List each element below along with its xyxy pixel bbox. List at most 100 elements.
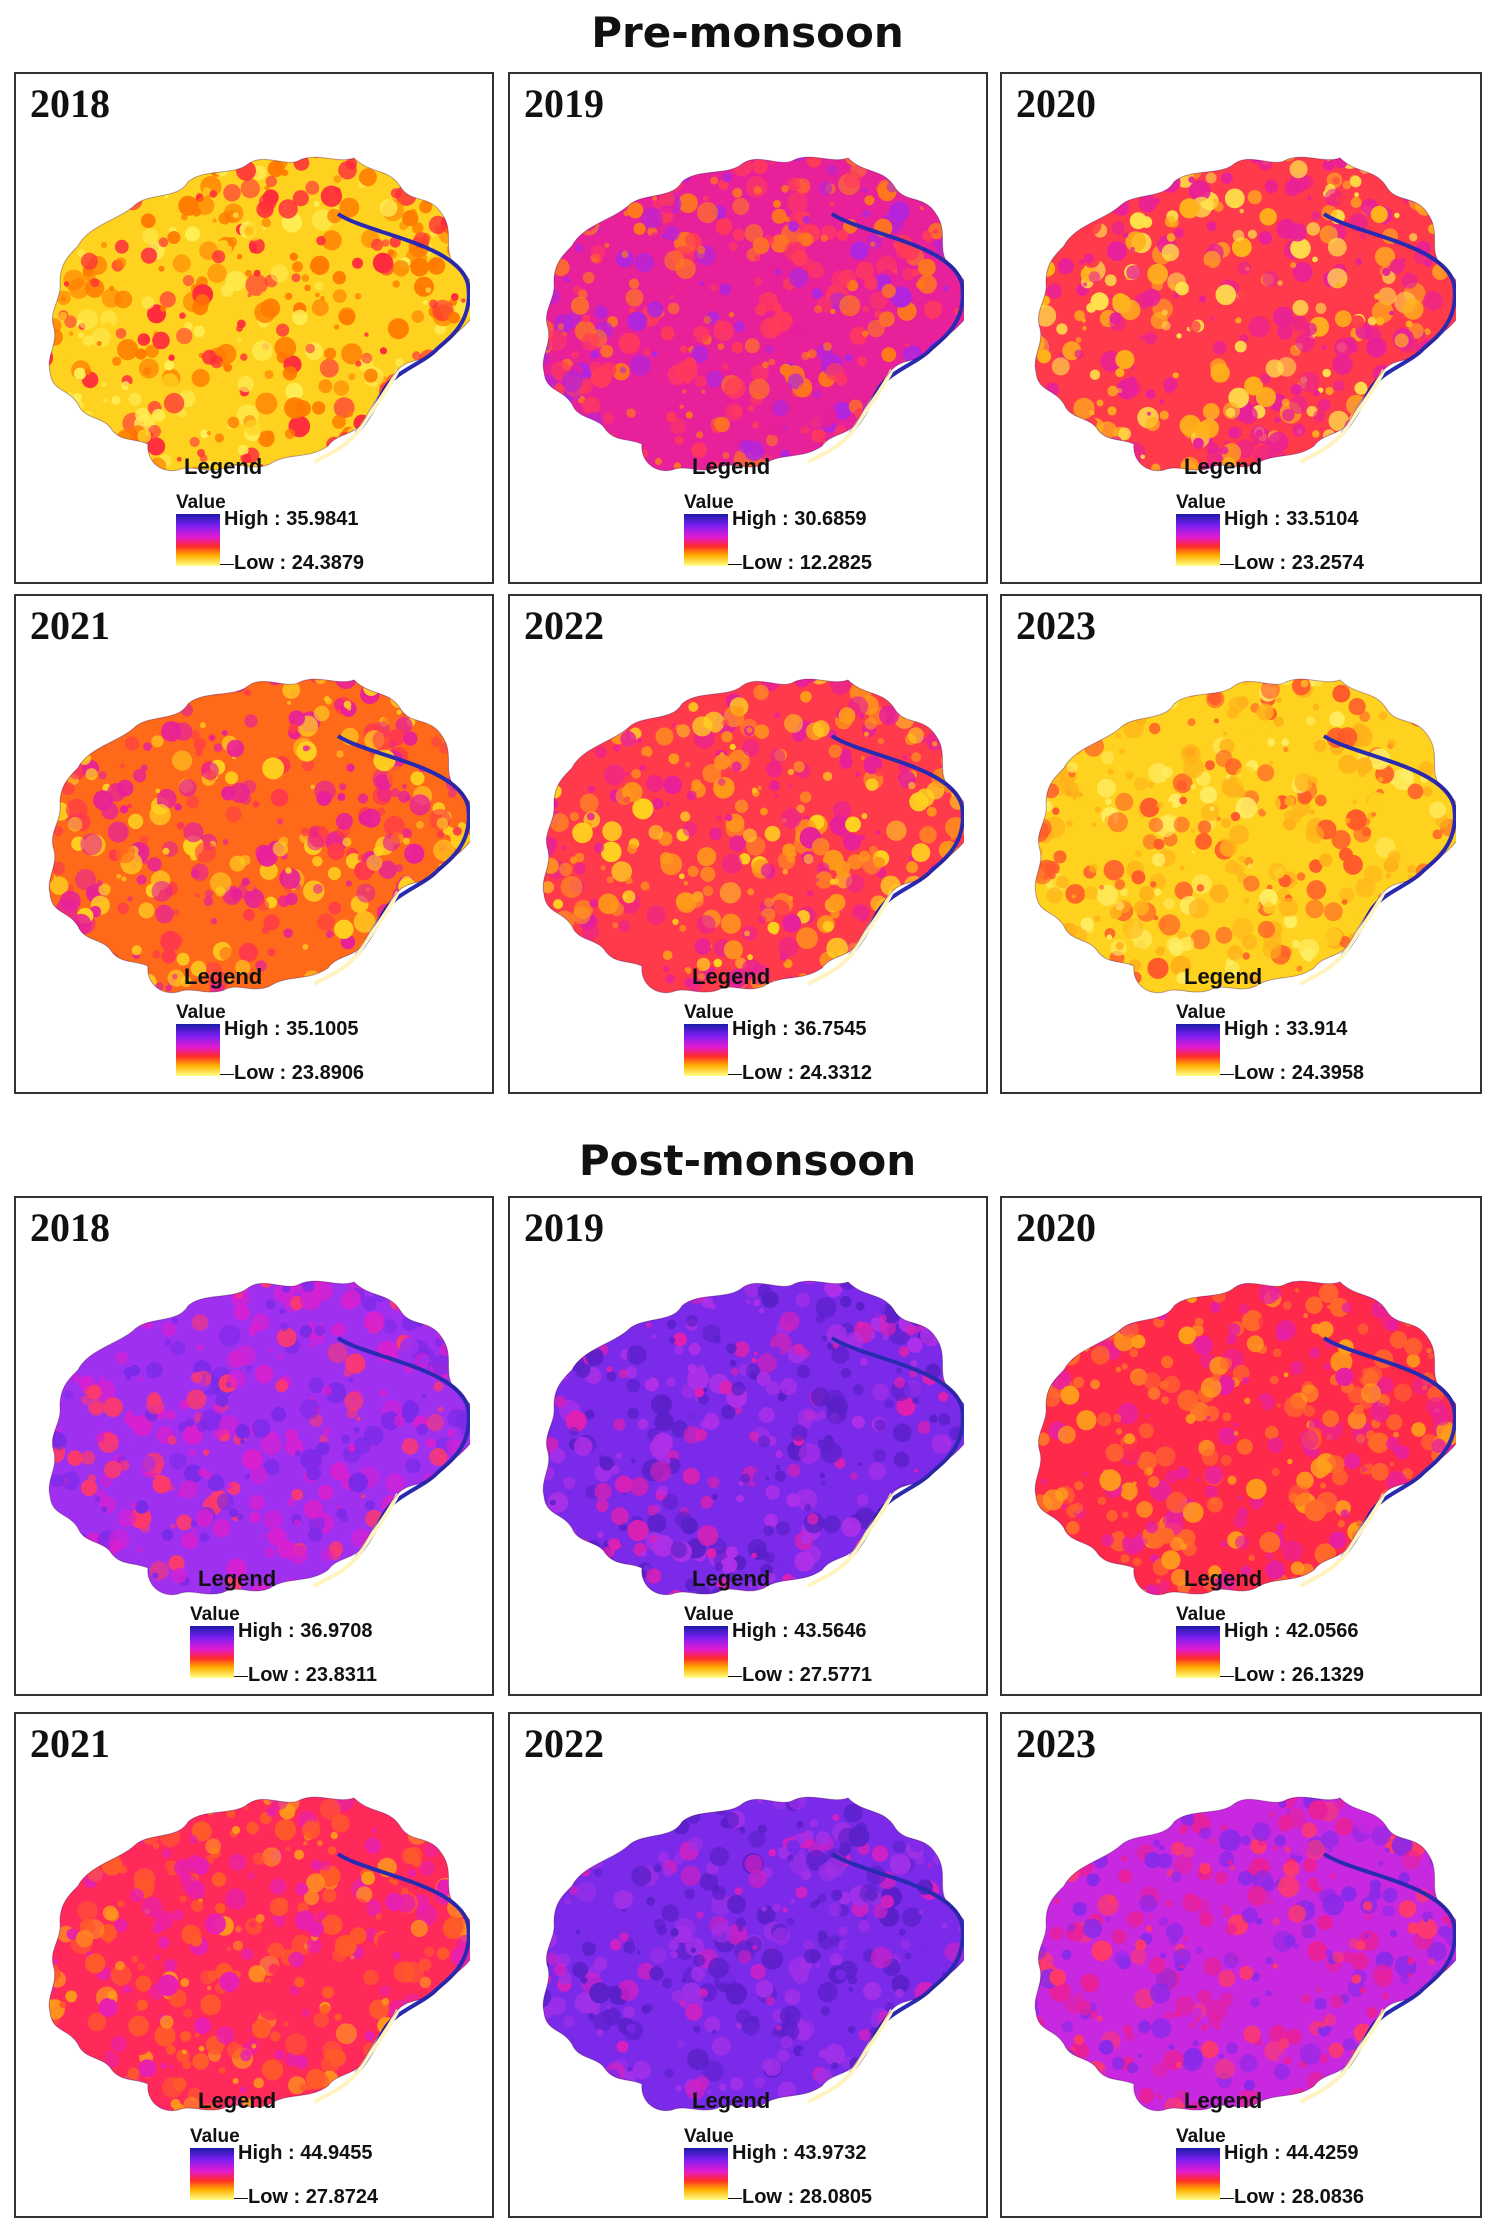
map-texture [1035,679,1456,993]
legend-title: Legend [184,454,263,479]
legend: Legend Value High : 30.6859 Low : 12.2825 [684,454,924,582]
year-label: 2021 [30,603,110,648]
legend-high-value: High : 33.914 [1224,1018,1348,1040]
temperature-map [48,156,470,472]
map-panel-post-2020: 2020 Legend Value High : 42.0566 Low : 26.13… [1000,1196,1482,1696]
legend-high-value: High : 44.9455 [238,2142,373,2164]
map-panel-pre-2021: 2021 Legend Value High : 35.1005 Low : 23.89… [14,594,494,1094]
map-texture [543,679,964,993]
river-bank [1299,369,1386,464]
map-panel-post-2019: 2019 Legend Value High : 43.5646 Low : 27.57… [508,1196,988,1696]
map-boundary [1034,156,1456,472]
map-texture [49,679,470,993]
legend-low-tick [220,1074,234,1075]
map-panel-pre-2019: 2019 Legend Value High : 30.6859 Low : 12.28… [508,72,988,584]
map-texture [1035,1797,1456,2111]
legend-low-tick [1220,1074,1234,1075]
legend-value-label: Value [190,1604,240,1625]
map-texture [543,1797,964,2111]
temperature-map [1034,678,1456,994]
legend-low-value: Low : 23.8906 [234,1062,365,1084]
legend-high-value: High : 43.9732 [732,2142,867,2164]
legend-title: Legend [692,1566,771,1591]
legend-low-value: Low : 24.3958 [1234,1062,1365,1084]
map-texture [543,157,964,471]
color-ramp [176,514,220,566]
year-label: 2019 [524,1205,604,1250]
river-bank [313,1493,400,1588]
map-texture [1035,157,1456,471]
temperature-map [542,156,964,472]
legend-low-tick [1220,2198,1234,2199]
map-boundary [48,678,470,994]
legend-title: Legend [1184,964,1263,989]
river-bank [807,369,894,464]
temperature-map [1034,1796,1456,2112]
map-boundary [48,1280,470,1596]
legend-low-value: Low : 27.8724 [248,2186,379,2208]
legend-low-tick [728,2198,742,2199]
temperature-map [542,678,964,994]
river-bank [807,2009,894,2104]
river-bank [313,2009,400,2104]
legend-high-value: High : 44.4259 [1224,2142,1359,2164]
color-ramp [684,514,728,566]
color-ramp [684,1626,728,1678]
legend-title: Legend [692,2088,771,2113]
map-boundary [542,156,964,472]
map-texture [49,157,470,471]
legend-low-value: Low : 28.0836 [1234,2186,1365,2208]
year-label: 2021 [30,1721,110,1766]
river-bank [1299,2009,1386,2104]
map-panel-pre-2023: 2023 Legend Value High : 33.914 Low : 24.395… [1000,594,1482,1094]
legend-title: Legend [184,964,263,989]
legend-low-value: Low : 28.0805 [742,2186,873,2208]
legend-high-value: High : 43.5646 [732,1620,867,1642]
river-bank [313,891,400,986]
legend-value-label: Value [190,2126,240,2147]
year-label: 2022 [524,603,604,648]
map-panel-pre-2022: 2022 Legend Value High : 36.7545 Low : 24.33… [508,594,988,1094]
year-label: 2022 [524,1721,604,1766]
temperature-map [542,1280,964,1596]
legend-low-value: Low : 26.1329 [1234,1664,1365,1686]
legend-low-tick [1220,1676,1234,1677]
legend: Legend Value High : 36.9708 Low : 23.8311 [190,1566,430,1694]
legend-title: Legend [692,964,771,989]
legend-title: Legend [198,2088,277,2113]
river-bank [1299,1493,1386,1588]
legend-high-value: High : 36.9708 [238,1620,373,1642]
legend-low-tick [1220,564,1234,565]
color-ramp [1176,514,1220,566]
legend-value-label: Value [176,492,226,513]
legend-value-label: Value [1176,2126,1226,2147]
river-bank [1299,891,1386,986]
legend-title: Legend [692,454,771,479]
map-boundary [1034,678,1456,994]
legend-value-label: Value [1176,1002,1226,1023]
map-panel-post-2023: 2023 Legend Value High : 44.4259 Low : 28.08… [1000,1712,1482,2218]
map-panel-post-2022: 2022 Legend Value High : 43.9732 Low : 28.08… [508,1712,988,2218]
color-ramp [1176,1024,1220,1076]
legend: Legend Value High : 33.5104 Low : 23.2574 [1176,454,1416,582]
legend: Legend Value High : 42.0566 Low : 26.1329 [1176,1566,1416,1694]
legend-low-value: Low : 12.2825 [742,552,873,574]
legend-high-value: High : 42.0566 [1224,1620,1359,1642]
map-boundary [542,1280,964,1596]
legend-low-tick [728,1676,742,1677]
temperature-map [1034,156,1456,472]
legend-high-value: High : 33.5104 [1224,508,1359,530]
map-texture [543,1281,964,1595]
legend: Legend Value High : 35.1005 Low : 23.8906 [176,964,416,1092]
year-label: 2018 [30,1205,110,1250]
legend: Legend Value High : 44.9455 Low : 27.8724 [190,2088,430,2216]
year-label: 2023 [1016,603,1096,648]
year-label: 2023 [1016,1721,1096,1766]
temperature-map [542,1796,964,2112]
legend-low-value: Low : 24.3312 [742,1062,873,1084]
temperature-map [48,678,470,994]
map-panel-post-2021: 2021 Legend Value High : 44.9455 Low : 27.87… [14,1712,494,2218]
river-bank [313,369,400,464]
map-boundary [1034,1280,1456,1596]
map-panel-post-2018: 2018 Legend Value High : 36.9708 Low : 23.83… [14,1196,494,1696]
